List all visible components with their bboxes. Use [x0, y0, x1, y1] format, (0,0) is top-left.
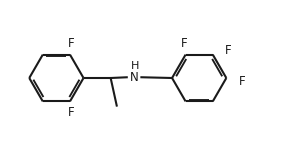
Text: F: F: [68, 106, 75, 119]
Text: F: F: [68, 37, 75, 50]
Text: F: F: [225, 44, 232, 57]
Text: F: F: [239, 75, 245, 88]
Text: H: H: [131, 61, 140, 71]
Text: N: N: [130, 71, 138, 84]
Text: F: F: [181, 37, 187, 50]
